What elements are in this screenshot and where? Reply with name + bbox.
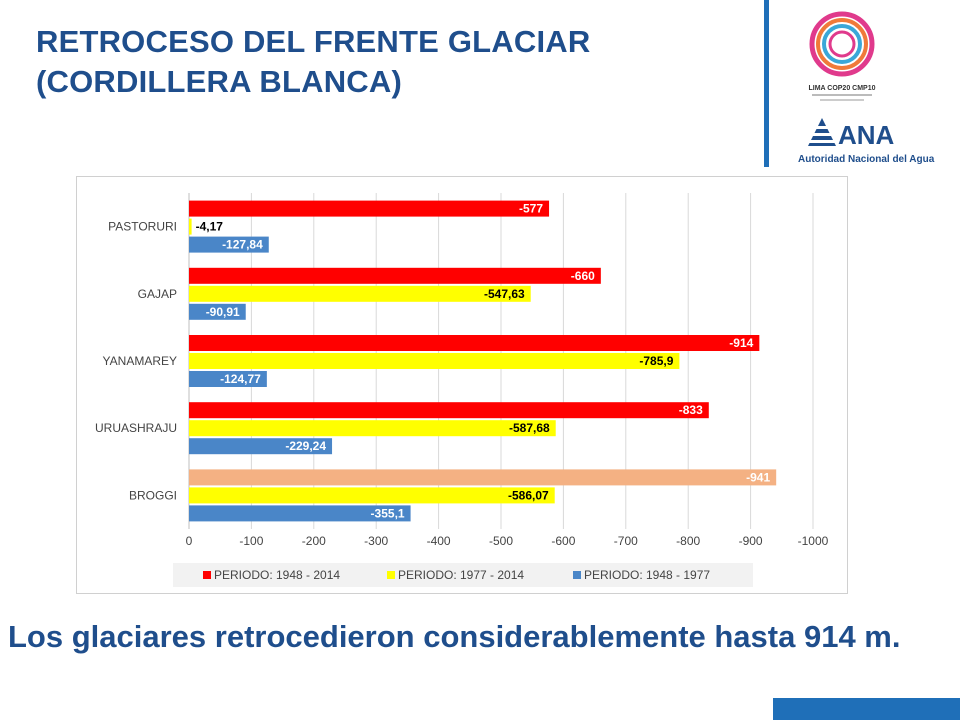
x-tick-label: -400 (427, 534, 451, 548)
bar (189, 236, 269, 253)
data-label: -586,07 (508, 488, 549, 502)
bar (189, 285, 531, 302)
data-label: -914 (729, 336, 753, 350)
bar-chart: -577 -4,17 -127,84 -660 -547,63 -90,91 -914 -78… (95, 193, 829, 587)
legend-swatch (203, 571, 211, 579)
category-label: URUASHRAJU (95, 421, 177, 435)
x-tick-label: 0 (186, 534, 193, 548)
cop20-subtext-2 (820, 99, 864, 101)
bar (189, 420, 556, 437)
x-tick-label: -700 (614, 534, 638, 548)
data-label: -124,77 (220, 372, 261, 386)
bar (189, 469, 777, 486)
ana-name: ANA (838, 120, 895, 150)
ana-logo-icon (804, 118, 840, 146)
slide-title: RETROCESO DEL FRENTE GLACIAR (CORDILLERA… (36, 22, 590, 102)
x-tick-label: -300 (364, 534, 388, 548)
legend-swatch (387, 571, 395, 579)
slide-caption: Los glaciares retrocedieron considerable… (8, 619, 901, 654)
data-label: -587,68 (509, 421, 550, 435)
bar (189, 200, 550, 217)
bar (189, 303, 246, 320)
data-label: -785,9 (639, 354, 673, 368)
category-label: BROGGI (129, 488, 177, 502)
x-tick-label: -200 (302, 534, 326, 548)
category-labels-group: PASTORURI GAJAP YANAMAREY URUASHRAJU BROGGI (95, 220, 177, 503)
footer-accent-bar (773, 698, 960, 720)
bars-group (189, 200, 777, 522)
bar (189, 438, 333, 455)
x-tick-label: -600 (551, 534, 575, 548)
tick-labels-group: 0 -100 -200 -300 -400 -500 -600 -700 -800 -900 -10… (186, 534, 829, 548)
cop20-text: LIMA COP20 CMP10 (808, 85, 875, 92)
x-tick-label: -1000 (798, 534, 829, 548)
bar (189, 402, 709, 419)
data-label: -577 (519, 202, 543, 216)
legend-swatch (573, 571, 581, 579)
data-label: -547,63 (484, 287, 525, 301)
data-label: -941 (746, 470, 770, 484)
data-labels-group: -577 -4,17 -127,84 -660 -547,63 -90,91 -914 -78… (196, 202, 771, 521)
data-label: -4,17 (196, 220, 224, 234)
data-label: -660 (571, 269, 595, 283)
x-tick-label: -800 (676, 534, 700, 548)
category-label: GAJAP (138, 287, 177, 301)
legend-label: PERIODO: 1948 - 2014 (214, 568, 340, 582)
bar (189, 353, 680, 369)
legend-label: PERIODO: 1948 - 1977 (584, 568, 710, 582)
bar (189, 505, 411, 522)
x-tick-label: -100 (239, 534, 263, 548)
logos-svg: LIMA COP20 CMP10 ANA Autoridad Nacional … (798, 11, 935, 165)
title-line-1: RETROCESO DEL FRENTE GLACIAR (36, 24, 591, 59)
x-tick-label: -500 (489, 534, 513, 548)
bar (189, 371, 267, 387)
bar (189, 218, 192, 235)
ana-subtitle: Autoridad Nacional del Agua (798, 154, 935, 165)
cop20-subtext (812, 94, 872, 96)
bar (189, 335, 760, 351)
legend: PERIODO: 1948 - 2014 PERIODO: 1977 - 2014… (173, 563, 753, 587)
x-tick-label: -900 (739, 534, 763, 548)
legend-box (173, 563, 753, 587)
cop20-logo (809, 11, 875, 77)
bar (189, 267, 601, 284)
chart-frame: -577 -4,17 -127,84 -660 -547,63 -90,91 -914 -78… (76, 176, 848, 594)
legend-label: PERIODO: 1977 - 2014 (398, 568, 524, 582)
category-label: YANAMAREY (103, 354, 177, 368)
bar (189, 487, 555, 504)
data-label: -833 (679, 403, 703, 417)
category-label: PASTORURI (108, 220, 177, 234)
data-label: -90,91 (206, 305, 240, 319)
title-line-2: (CORDILLERA BLANCA) (36, 64, 402, 99)
data-label: -229,24 (285, 439, 326, 453)
data-label: -355,1 (371, 506, 405, 520)
data-label: -127,84 (222, 238, 263, 252)
logos-area: LIMA COP20 CMP10 ANA Autoridad Nacional … (790, 6, 940, 166)
header-divider (764, 0, 769, 167)
